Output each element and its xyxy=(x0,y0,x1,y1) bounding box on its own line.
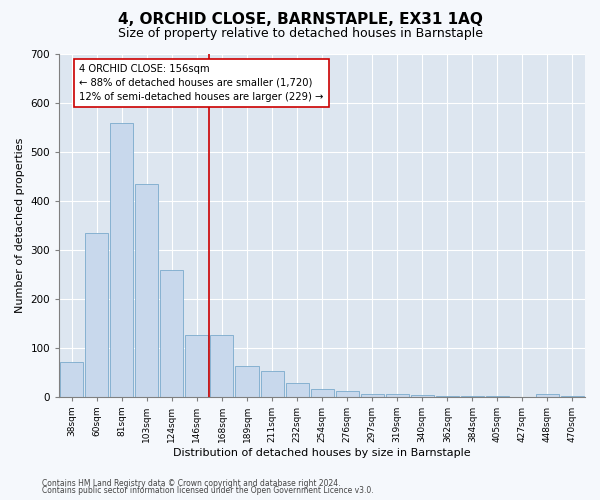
Bar xyxy=(60,362,83,396)
Bar xyxy=(386,394,409,396)
Bar xyxy=(335,391,359,396)
Bar xyxy=(361,394,383,396)
Bar xyxy=(211,336,233,396)
Text: 4, ORCHID CLOSE, BARNSTAPLE, EX31 1AQ: 4, ORCHID CLOSE, BARNSTAPLE, EX31 1AQ xyxy=(118,12,482,28)
Text: 4 ORCHID CLOSE: 156sqm
← 88% of detached houses are smaller (1,720)
12% of semi-: 4 ORCHID CLOSE: 156sqm ← 88% of detached… xyxy=(79,64,323,102)
Y-axis label: Number of detached properties: Number of detached properties xyxy=(15,138,25,313)
Text: Contains HM Land Registry data © Crown copyright and database right 2024.: Contains HM Land Registry data © Crown c… xyxy=(42,478,341,488)
Bar xyxy=(286,383,308,396)
Bar xyxy=(311,388,334,396)
Text: Contains public sector information licensed under the Open Government Licence v3: Contains public sector information licen… xyxy=(42,486,374,495)
Text: Size of property relative to detached houses in Barnstaple: Size of property relative to detached ho… xyxy=(118,28,482,40)
X-axis label: Distribution of detached houses by size in Barnstaple: Distribution of detached houses by size … xyxy=(173,448,471,458)
Bar xyxy=(235,366,259,396)
Bar xyxy=(536,394,559,396)
Bar xyxy=(110,122,133,396)
Bar xyxy=(260,371,284,396)
Bar xyxy=(160,270,184,396)
Bar xyxy=(85,232,108,396)
Bar xyxy=(411,394,434,396)
Bar xyxy=(136,184,158,396)
Bar xyxy=(185,336,208,396)
